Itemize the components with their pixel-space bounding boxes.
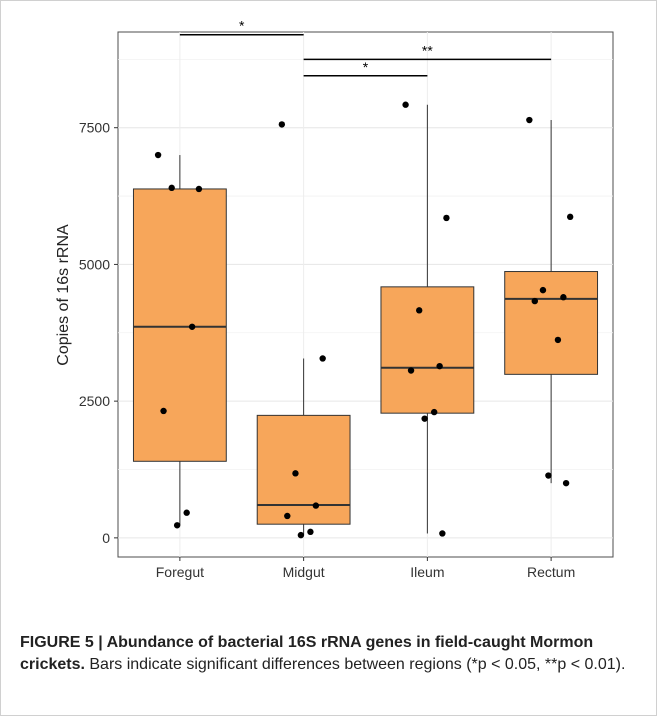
x-tick-label: Foregut [156,564,204,580]
data-point [319,355,326,362]
x-tick-label: Rectum [527,564,575,580]
data-point [160,407,167,415]
data-point [539,286,547,294]
data-point [443,214,450,222]
data-point [566,213,574,221]
boxes [132,104,599,536]
data-point [416,307,423,314]
data-point [560,294,567,301]
data-point [531,297,538,305]
y-tick-label: 5000 [79,256,110,272]
x-tick-label: Midgut [283,564,325,580]
data-point [307,528,314,536]
box-midgut [256,414,351,525]
significance-bars: **** [179,18,552,77]
data-point [297,531,305,539]
x-axis-ticks: Foregut Midgut Ileum Rectum [156,557,575,580]
y-axis-label: Copies of 16s rRNA [55,224,72,366]
caption-title: FIGURE 5 | Abundance of bacterial 16S rR… [20,634,594,673]
significance-label: * [363,59,369,75]
boxplot-chart: 0 2500 5000 7500 Foregut Midgut Ileum Rectum *… [55,18,614,580]
y-tick-label: 2500 [79,393,110,409]
figure-caption: FIGURE 5 | Abundance of bacterial 16S rR… [20,632,640,676]
data-point [545,472,552,479]
data-point [292,470,299,477]
data-point [284,512,291,520]
y-tick-label: 0 [102,530,110,546]
caption-body: Bars indicate significant differences be… [84,656,626,673]
data-point [554,336,562,344]
data-point [402,101,409,108]
significance-label: * [239,18,245,34]
data-points [154,101,574,539]
x-tick-label: Ileum [410,564,444,580]
box-foregut [132,188,227,462]
data-point [421,415,428,422]
data-point [526,116,533,124]
data-point [436,362,443,370]
data-point [430,408,438,416]
data-point [173,522,181,529]
box-rectum [504,271,599,375]
y-tick-label: 7500 [79,120,110,136]
data-point [154,151,162,159]
data-point [562,479,570,487]
box-ileum [380,286,475,414]
data-point [439,530,446,537]
data-point [168,184,175,192]
significance-label: ** [422,42,433,58]
data-point [407,367,415,374]
y-axis-ticks: 0 2500 5000 7500 [79,120,118,546]
data-point [195,185,203,193]
data-point [188,323,196,330]
data-point [312,502,320,509]
data-point [183,509,190,516]
data-point [278,121,286,128]
